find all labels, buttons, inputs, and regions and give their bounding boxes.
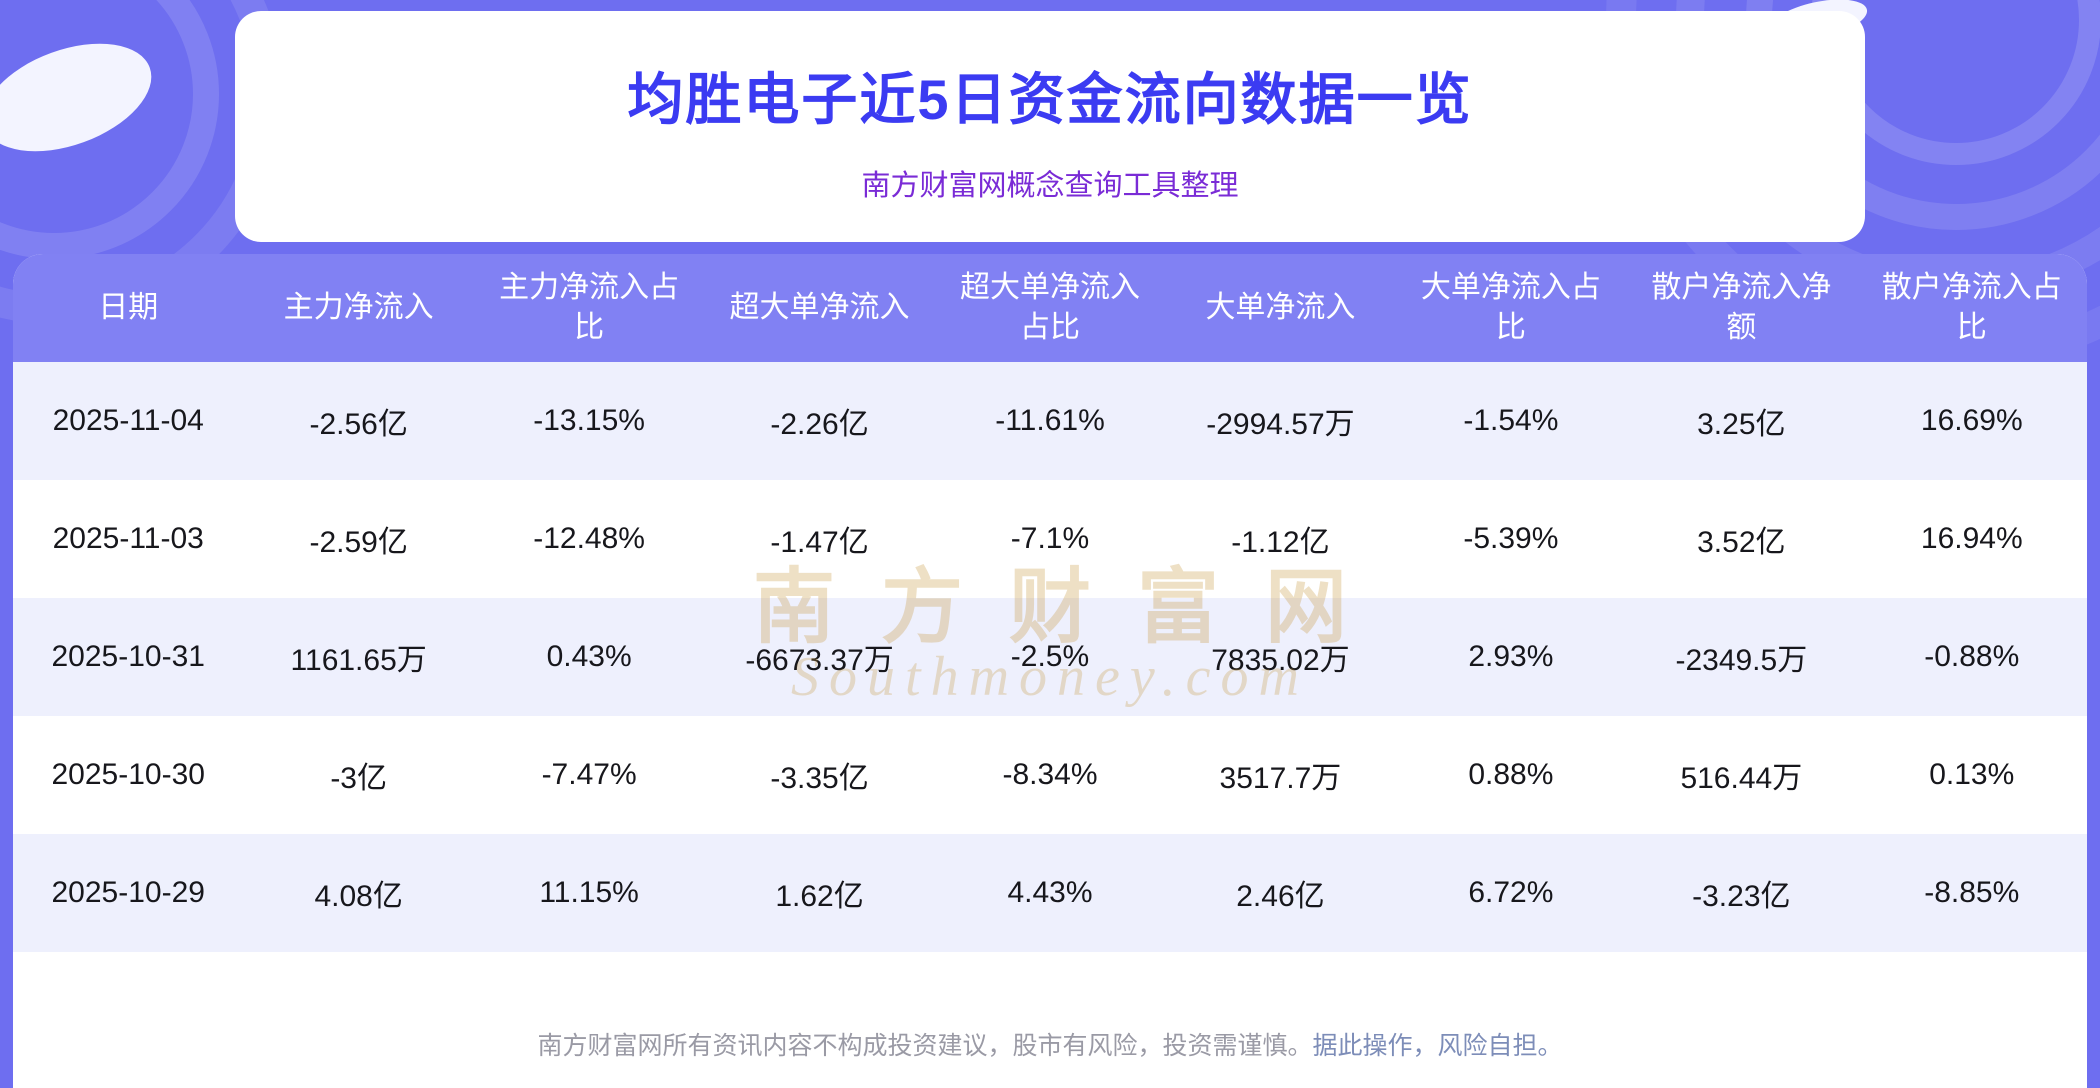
value-cell: 2.93% — [1468, 640, 1554, 673]
value-cell: -1.47亿 — [770, 526, 869, 559]
value-cell: -0.88% — [1924, 640, 2020, 673]
page-subtitle: 南方财富网概念查询工具整理 — [861, 170, 1239, 202]
value-cell: -2.26亿 — [770, 408, 869, 441]
value-cell: -6673.37万 — [745, 644, 894, 677]
value-cell: -3.35亿 — [770, 762, 869, 795]
value-cell: -1.12亿 — [1231, 526, 1330, 559]
data-table-card: 日期 主力净流入 主力净流入占比 超大单净流入 超大单净流入占比 大单净流入 大单净流入占比… — [13, 254, 2087, 1088]
value-cell: 4.08亿 — [314, 880, 403, 913]
value-cell: 7835.02万 — [1211, 644, 1350, 677]
value-cell: 0.43% — [546, 640, 632, 673]
value-cell: -2.5% — [1010, 640, 1090, 673]
table-row-4: 2025-10-29 4.08亿 11.15% 1.62亿 4.43% 2.46亿 6.72… — [13, 834, 2087, 952]
value-cell: 0.13% — [1929, 758, 2015, 791]
date-cell: 2025-10-30 — [51, 758, 205, 791]
value-cell: -8.85% — [1924, 876, 2020, 909]
value-cell: -12.48% — [533, 522, 645, 555]
date-cell: 2025-10-31 — [51, 640, 205, 673]
value-cell: -2.59亿 — [309, 526, 408, 559]
value-cell: -11.61% — [995, 404, 1105, 437]
column-header-4: 超大单净流入占比 — [959, 270, 1140, 345]
value-cell: -2349.5万 — [1675, 644, 1808, 677]
table-row-2: 2025-10-31 1161.65万 0.43% -6673.37万 -2.5% 783… — [13, 598, 2087, 716]
value-cell: 11.15% — [539, 876, 639, 909]
column-header-6: 大单净流入占比 — [1420, 270, 1601, 345]
disclaimer: 南方财富网所有资讯内容不构成投资建议，股市有风险，投资需谨慎。据此操作，风险自担… — [13, 1026, 2087, 1062]
table-header-row: 日期 主力净流入 主力净流入占比 超大单净流入 超大单净流入占比 大单净流入 大单净流入占比… — [13, 254, 2087, 362]
value-cell: 3.52亿 — [1697, 526, 1786, 559]
value-cell: 2.46亿 — [1236, 880, 1325, 913]
column-header-0: 日期 — [98, 290, 159, 324]
date-cell: 2025-10-29 — [51, 876, 205, 909]
value-cell: 16.94% — [1920, 522, 2023, 555]
value-cell: -3.23亿 — [1692, 880, 1791, 913]
disclaimer-tail: 据此操作，风险自担。 — [1312, 1032, 1563, 1060]
column-header-5: 大单净流入 — [1205, 290, 1356, 324]
value-cell: 0.88% — [1468, 758, 1554, 791]
date-cell: 2025-11-04 — [52, 404, 204, 437]
value-cell: -7.1% — [1010, 522, 1090, 555]
value-cell: 4.43% — [1007, 876, 1093, 909]
value-cell: -8.34% — [1002, 758, 1098, 791]
value-cell: -13.15% — [533, 404, 645, 437]
value-cell: 3.25亿 — [1697, 408, 1786, 441]
value-cell: 6.72% — [1468, 876, 1554, 909]
table-row-3: 2025-10-30 -3亿 -7.47% -3.35亿 -8.34% 3517.7万 0.… — [13, 716, 2087, 834]
value-cell: -7.47% — [541, 758, 637, 791]
value-cell: 1.62亿 — [775, 880, 864, 913]
table-body: 2025-11-04 -2.56亿 -13.15% -2.26亿 -11.61% -299… — [13, 362, 2087, 952]
value-cell: -5.39% — [1463, 522, 1559, 555]
value-cell: -1.54% — [1463, 404, 1559, 437]
value-cell: 3517.7万 — [1219, 762, 1342, 795]
table-row-1: 2025-11-03 -2.59亿 -12.48% -1.47亿 -7.1% -1.12亿… — [13, 480, 2087, 598]
column-header-7: 散户净流入净额 — [1651, 270, 1832, 345]
column-header-3: 超大单净流入 — [729, 290, 910, 324]
disclaimer-text: 南方财富网所有资讯内容不构成投资建议，股市有风险，投资需谨慎。 — [537, 1032, 1313, 1060]
value-cell: 16.69% — [1920, 404, 2023, 437]
header-panel: 均胜电子近5日资金流向数据一览 南方财富网概念查询工具整理 — [235, 11, 1865, 242]
date-cell: 2025-11-03 — [52, 522, 204, 555]
value-cell: 1161.65万 — [290, 644, 427, 677]
column-header-1: 主力净流入 — [283, 290, 434, 324]
page-title: 均胜电子近5日资金流向数据一览 — [627, 68, 1473, 131]
value-cell: -2994.57万 — [1206, 408, 1355, 441]
table-row-0: 2025-11-04 -2.56亿 -13.15% -2.26亿 -11.61% -299… — [13, 362, 2087, 480]
value-cell: -2.56亿 — [309, 408, 408, 441]
value-cell: 516.44万 — [1680, 762, 1803, 795]
value-cell: -3亿 — [330, 762, 387, 795]
column-header-2: 主力净流入占比 — [499, 270, 680, 345]
column-header-8: 散户净流入占比 — [1881, 270, 2062, 345]
